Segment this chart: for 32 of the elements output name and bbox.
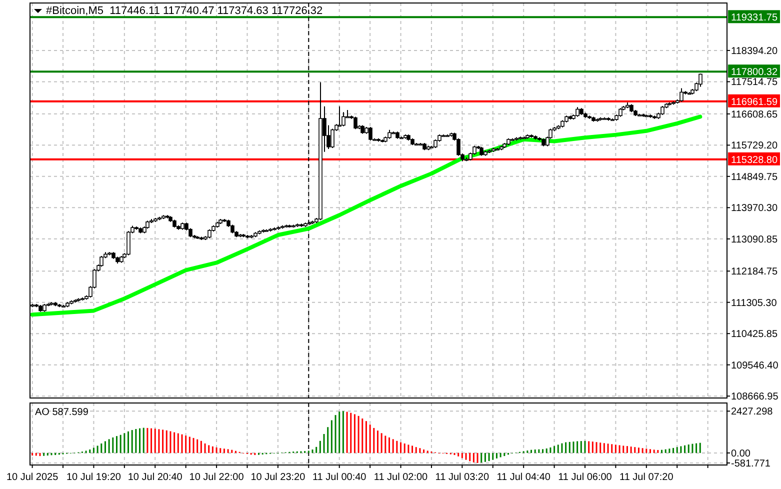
y-tick-label: 108666.95 [731, 392, 779, 403]
chart-title: AO 587.599 [35, 407, 89, 418]
x-tick-label: 10 Jul 19:20 [66, 472, 122, 483]
y-tick-label: 117514.75 [731, 77, 778, 88]
y-tick-label: 116608.65 [731, 109, 778, 120]
ref-line-label: 116961.59 [731, 96, 778, 108]
y-tick-label: 113090.85 [731, 234, 778, 246]
x-tick-label: 11 Jul 04:40 [496, 472, 551, 483]
y-tick-label: 110425.85 [731, 329, 778, 340]
y-tick-label: 112184.75 [731, 266, 778, 278]
x-tick-label: 11 Jul 06:00 [558, 472, 612, 483]
y-tick-label: 109546.40 [731, 360, 779, 372]
x-tick-label: 11 Jul 00:40 [312, 472, 367, 483]
y-tick-label: 113970.30 [731, 203, 778, 214]
x-tick-label: 11 Jul 07:20 [620, 472, 674, 483]
y-tick-label: 0.00 [731, 448, 751, 460]
y-tick-label: 118394.20 [731, 46, 778, 57]
ref-line-label: 119331.75 [731, 12, 778, 24]
x-tick-label: 10 Jul 2025 [6, 472, 59, 483]
x-tick-label: 10 Jul 20:40 [128, 472, 183, 483]
y-tick-label: 111305.30 [731, 298, 778, 309]
chart-title: #Bitcoin,M5 117446.11 117740.47 117374.63 117726.32 [46, 5, 323, 17]
x-tick-label: 10 Jul 22:00 [189, 472, 244, 483]
ref-line-label: 115328.80 [731, 154, 778, 166]
y-tick-label: 2427.298 [731, 406, 774, 418]
ref-line-label: 117800.32 [731, 67, 778, 78]
y-tick-label: 114849.75 [731, 172, 778, 183]
x-tick-label: 11 Jul 02:00 [374, 472, 428, 483]
x-tick-label: 11 Jul 03:20 [435, 472, 490, 483]
x-tick-label: 10 Jul 23:20 [250, 472, 306, 483]
y-tick-label: -581.771 [731, 458, 771, 470]
y-tick-label: 115729.20 [731, 140, 778, 152]
